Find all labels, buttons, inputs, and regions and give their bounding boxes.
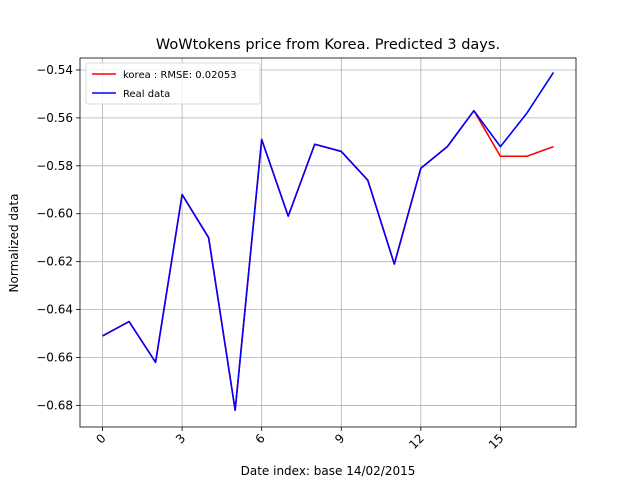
y-tick-label: −0.60 bbox=[36, 207, 73, 221]
x-axis-label: Date index: base 14/02/2015 bbox=[241, 464, 416, 478]
y-axis-ticks: −0.68 −0.66 −0.64 −0.62 −0.60 −0.58 −0.56 −0.54 bbox=[36, 63, 80, 412]
series-lines bbox=[102, 71, 555, 412]
legend: korea : RMSE: 0.02053 Real data bbox=[85, 62, 261, 105]
chart-title: WoWtokens price from Korea. Predicted 3 … bbox=[156, 37, 500, 53]
legend-box bbox=[85, 62, 261, 105]
grid bbox=[80, 58, 576, 427]
series-line-real-data bbox=[102, 71, 555, 412]
plot-area-frame bbox=[79, 57, 577, 428]
y-tick-label: −0.68 bbox=[36, 398, 73, 412]
y-tick-label: −0.66 bbox=[36, 351, 73, 365]
y-tick-label: −0.64 bbox=[36, 303, 73, 317]
y-tick-label: −0.58 bbox=[36, 159, 73, 173]
y-tick-label: −0.62 bbox=[36, 255, 73, 269]
legend-label: korea : RMSE: 0.02053 bbox=[123, 70, 237, 81]
legend-label: Real data bbox=[123, 89, 170, 100]
y-tick-label: −0.54 bbox=[36, 63, 73, 77]
y-tick-label: −0.56 bbox=[36, 111, 73, 125]
y-axis-label: Normalized data bbox=[7, 194, 21, 293]
